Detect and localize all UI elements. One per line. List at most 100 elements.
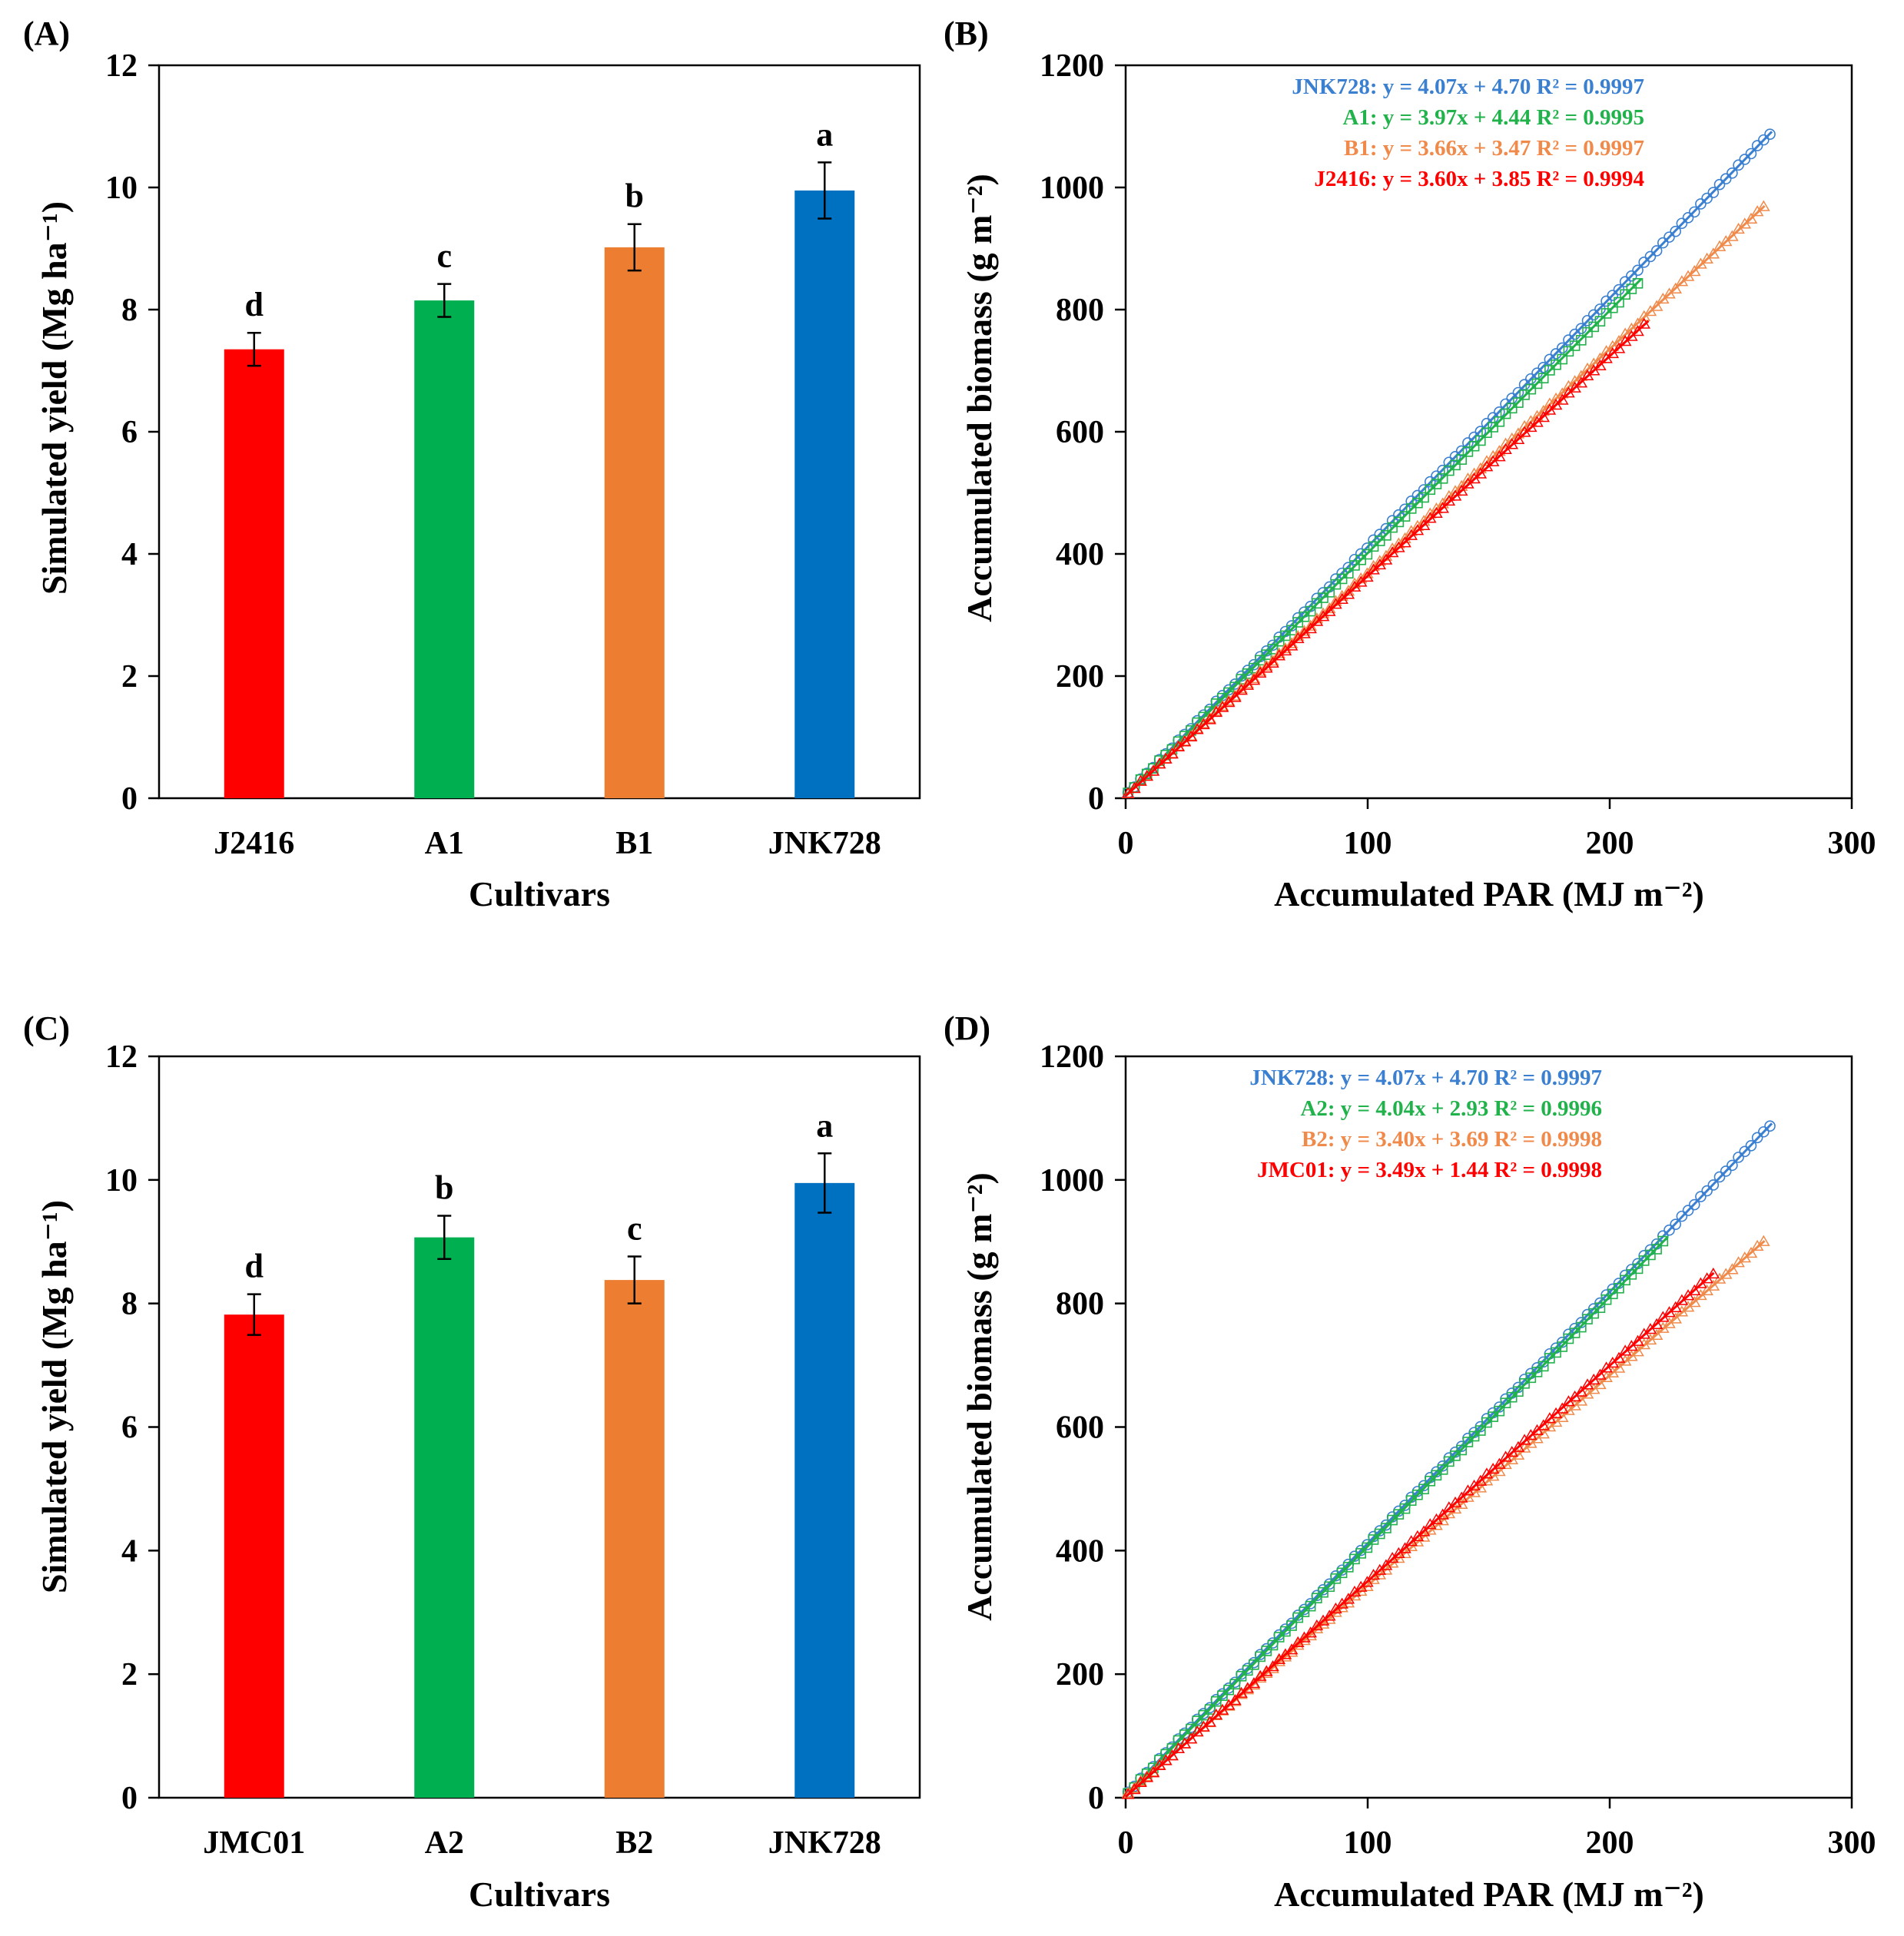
data-point xyxy=(1361,570,1374,582)
y-tick-label: 1000 xyxy=(1040,171,1104,206)
data-point xyxy=(1474,435,1486,446)
panel-label: (C) xyxy=(23,1009,70,1047)
data-point xyxy=(1506,1391,1518,1403)
data-point xyxy=(1425,484,1436,496)
data-point xyxy=(1322,605,1336,616)
data-point xyxy=(1305,1600,1316,1612)
data-point xyxy=(1304,622,1317,634)
data-point xyxy=(1342,1593,1355,1604)
data-point xyxy=(1229,691,1242,702)
data-point xyxy=(1733,1152,1744,1163)
data-point xyxy=(1626,283,1637,294)
data-point xyxy=(1468,440,1480,452)
x-axis-title: Accumulated PAR (MJ m⁻²) xyxy=(1274,874,1704,913)
data-point xyxy=(1574,1385,1588,1397)
significance-letter: b xyxy=(625,177,644,215)
data-point xyxy=(1614,297,1624,308)
y-tick-label: 12 xyxy=(105,48,138,84)
data-point xyxy=(1720,173,1732,185)
data-point xyxy=(1569,340,1581,351)
data-point xyxy=(1544,353,1556,366)
data-point xyxy=(1349,1553,1360,1565)
data-point xyxy=(1650,245,1663,257)
y-tick-label: 4 xyxy=(121,537,138,572)
x-axis-title: Cultivars xyxy=(469,1875,610,1914)
data-point xyxy=(1687,1296,1701,1308)
data-point xyxy=(1744,212,1758,224)
data-point xyxy=(1203,713,1216,724)
data-point xyxy=(1744,1246,1758,1258)
data-point xyxy=(1511,1448,1525,1460)
data-point xyxy=(1405,496,1417,507)
data-point xyxy=(1588,1308,1600,1319)
data-point xyxy=(1261,649,1272,660)
series-JNK728 xyxy=(1122,1120,1776,1798)
data-point xyxy=(1576,1321,1587,1333)
data-point xyxy=(1362,1542,1373,1553)
significance-letter: c xyxy=(436,237,452,275)
regression-equation: A2: y = 4.04x + 2.93 R² = 0.9996 xyxy=(1300,1096,1602,1121)
y-tick-label: 400 xyxy=(1056,1533,1104,1569)
data-point xyxy=(1146,1766,1160,1778)
data-point xyxy=(1687,264,1701,277)
data-point xyxy=(1676,217,1688,230)
data-point xyxy=(1456,454,1468,465)
data-point xyxy=(1650,1318,1664,1329)
bar xyxy=(224,349,284,798)
y-tick-label: 8 xyxy=(121,1287,138,1322)
data-point xyxy=(1247,1677,1261,1689)
data-point xyxy=(1292,617,1304,628)
data-point xyxy=(1594,359,1607,371)
data-point xyxy=(1292,1612,1304,1623)
category-label: A2 xyxy=(425,1825,464,1861)
category-label: B2 xyxy=(615,1825,653,1861)
x-tick-label: 200 xyxy=(1586,1825,1634,1861)
data-point xyxy=(1676,1210,1688,1222)
data-point xyxy=(1437,473,1448,484)
data-point xyxy=(1695,198,1707,210)
data-point xyxy=(1513,397,1524,408)
significance-letter: d xyxy=(245,1248,264,1285)
significance-letter: b xyxy=(435,1169,453,1206)
series-A1 xyxy=(1123,278,1644,798)
data-point xyxy=(1436,502,1449,513)
data-point xyxy=(1273,635,1285,647)
data-point xyxy=(1267,1639,1279,1651)
data-point xyxy=(1184,730,1198,742)
data-point xyxy=(1412,1489,1423,1500)
data-point xyxy=(1398,536,1411,548)
x-tick-label: 200 xyxy=(1586,826,1634,861)
data-point xyxy=(1128,781,1141,794)
data-point xyxy=(1374,1528,1385,1540)
data-point xyxy=(1544,365,1555,376)
data-point xyxy=(1670,225,1681,237)
regression-equation: JNK728: y = 4.07x + 4.70 R² = 0.9997 xyxy=(1249,1066,1602,1090)
regression-equation: JNK728: y = 4.07x + 4.70 R² = 0.9997 xyxy=(1292,75,1644,99)
data-point xyxy=(1305,605,1316,617)
x-tick-label: 0 xyxy=(1118,1825,1134,1861)
data-point xyxy=(1682,212,1694,224)
data-point xyxy=(1312,598,1322,609)
data-point xyxy=(1425,1475,1436,1487)
data-point xyxy=(1450,459,1461,471)
data-point xyxy=(1462,1437,1474,1447)
category-label: J2416 xyxy=(214,826,294,861)
data-point xyxy=(1612,1351,1626,1363)
data-point xyxy=(1417,519,1431,530)
data-point xyxy=(1726,230,1739,241)
data-point xyxy=(1128,1783,1141,1795)
data-point xyxy=(1247,674,1261,685)
data-point xyxy=(1555,393,1569,405)
bar xyxy=(414,300,475,798)
data-point xyxy=(1381,530,1392,541)
data-point xyxy=(1688,206,1700,218)
data-point xyxy=(1701,192,1713,204)
data-point xyxy=(1727,167,1738,179)
y-axis-title: Simulated yield (Mg ha⁻¹) xyxy=(35,1200,74,1593)
data-point xyxy=(1368,534,1379,546)
data-point xyxy=(1644,250,1657,263)
data-point xyxy=(1481,1417,1492,1428)
data-point xyxy=(1204,706,1216,717)
data-point xyxy=(1312,1593,1322,1603)
